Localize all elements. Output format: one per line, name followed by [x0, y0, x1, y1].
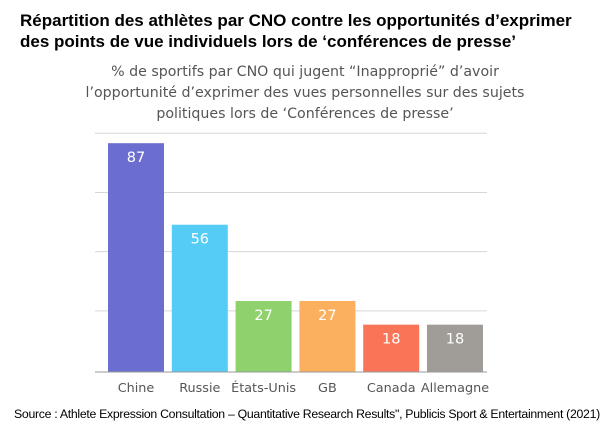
bar-canada	[363, 324, 420, 372]
x-tick-label: États-Unis	[231, 380, 296, 396]
data-label: 27	[254, 308, 272, 324]
x-tick-label: Chine	[118, 381, 155, 396]
bar-allemagne	[427, 324, 483, 372]
data-label: 27	[318, 308, 336, 324]
bar-chine	[108, 143, 164, 372]
bar--tats-unis	[235, 300, 292, 372]
data-label: 18	[446, 332, 464, 348]
bar-russie	[171, 224, 228, 372]
x-tick-labels: Chine Russie États-Unis GB Canada Allemagne	[118, 380, 489, 396]
data-labels: 87 56 27 27 18 18	[127, 150, 464, 347]
data-label: 18	[382, 332, 400, 348]
bar-gb	[299, 300, 356, 372]
source-note: Source : Athlete Expression Consultation…	[14, 407, 600, 421]
data-label: 87	[127, 150, 145, 166]
x-tick-label: Canada	[367, 381, 416, 396]
page-title: Répartition des athlètes par CNO contre …	[20, 11, 572, 51]
data-label: 56	[191, 232, 209, 248]
chart-title: % de sportifs par CNO qui jugent “Inappr…	[85, 64, 525, 122]
x-tick-label: Allemagne	[421, 381, 489, 396]
x-tick-label: Russie	[179, 381, 220, 396]
bars	[108, 143, 483, 372]
x-tick-label: GB	[318, 381, 337, 396]
